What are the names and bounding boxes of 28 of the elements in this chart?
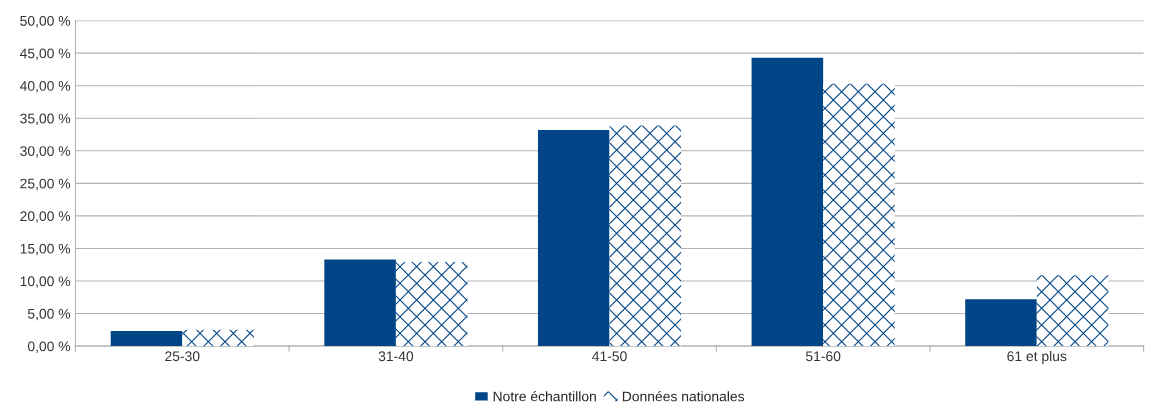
bar [823,83,895,347]
bar [965,299,1037,347]
y-tick-label: 40,00 % [19,81,71,93]
bar [537,129,610,347]
y-tick-label: 30,00 % [20,146,71,158]
bar [1036,275,1109,347]
x-tick-label: 51-60 [805,351,841,362]
y-tick-label: 5,00 % [27,308,71,321]
y-tick-label: 45,00 % [19,48,71,60]
x-tick-label: 61 et plus [1007,350,1067,364]
x-tick-label: 41-50 [592,351,627,362]
bar [182,329,254,347]
y-tick-label: 25,00 % [20,178,71,191]
y-tick-label: 10,00 % [20,276,71,288]
y-tick-label: 50,00 % [20,15,71,28]
bar [324,259,396,347]
y-tick-label: 15,00 % [20,243,71,256]
bar [609,125,682,347]
y-tick-label: 20,00 % [20,211,71,223]
bar [395,262,468,347]
legend-label: Notre échantillon [493,390,596,402]
x-tick-label: 25-30 [165,351,200,362]
y-tick-label: 35,00 % [20,113,71,126]
x-tick-label: 31-40 [378,351,414,362]
bar [751,57,824,347]
legend-label: Données nationales [622,390,745,402]
y-tick-label: 0,00 % [27,341,71,353]
bar [110,331,183,347]
